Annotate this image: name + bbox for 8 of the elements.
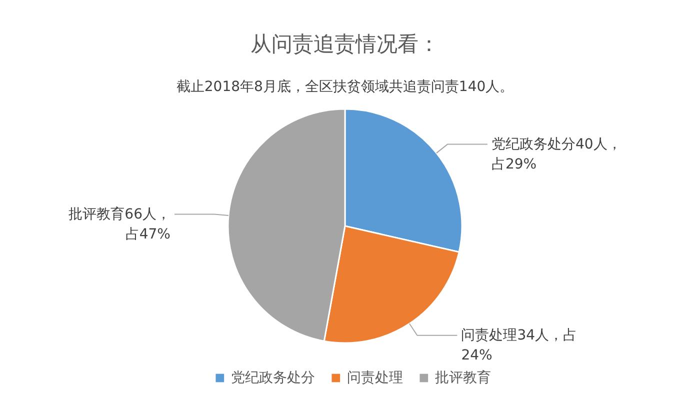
legend-label: 问责处理 — [346, 370, 403, 386]
legend-label: 党纪政务处分 — [230, 370, 315, 386]
data-label: 批评教育66人，占47% — [68, 205, 170, 242]
chart-title: 从问责追责情况看： — [250, 32, 440, 56]
data-label: 党纪政务处分40人，占29% — [491, 136, 622, 172]
data-label: 问责处理34人，占24% — [461, 327, 578, 364]
chart-subtitle: 截止2018年8月底，全区扶贫领域共追责问责140人。 — [176, 79, 514, 95]
legend-label: 批评教育 — [434, 369, 491, 386]
